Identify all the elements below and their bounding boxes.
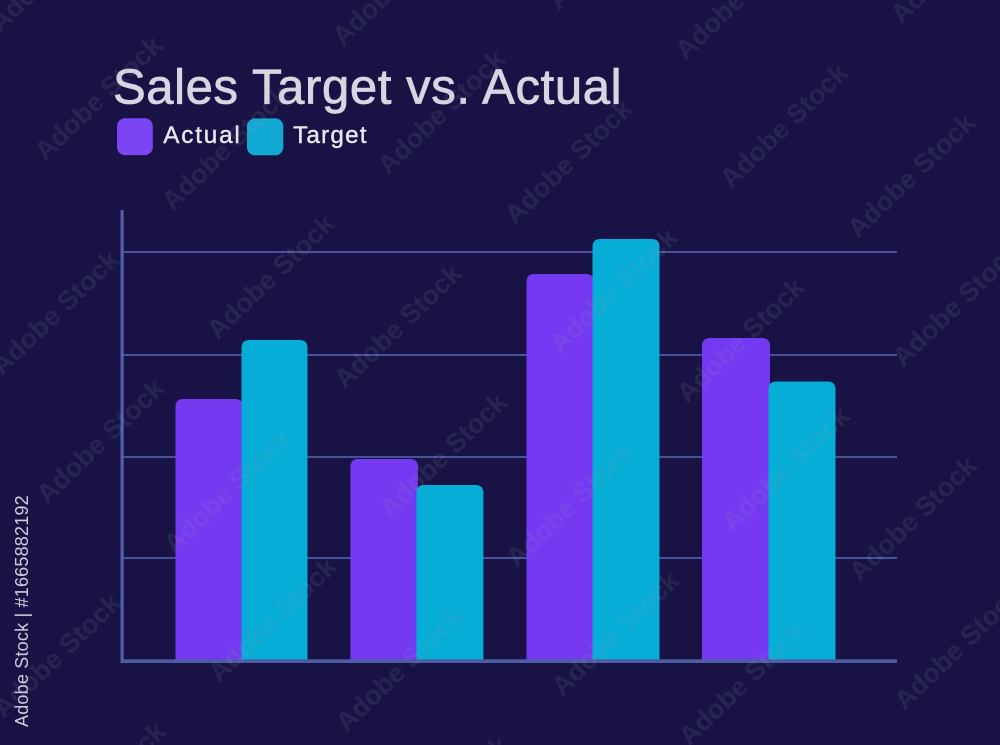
svg-text:Adobe Stock | #1665882192: Adobe Stock | #1665882192 — [12, 495, 32, 727]
